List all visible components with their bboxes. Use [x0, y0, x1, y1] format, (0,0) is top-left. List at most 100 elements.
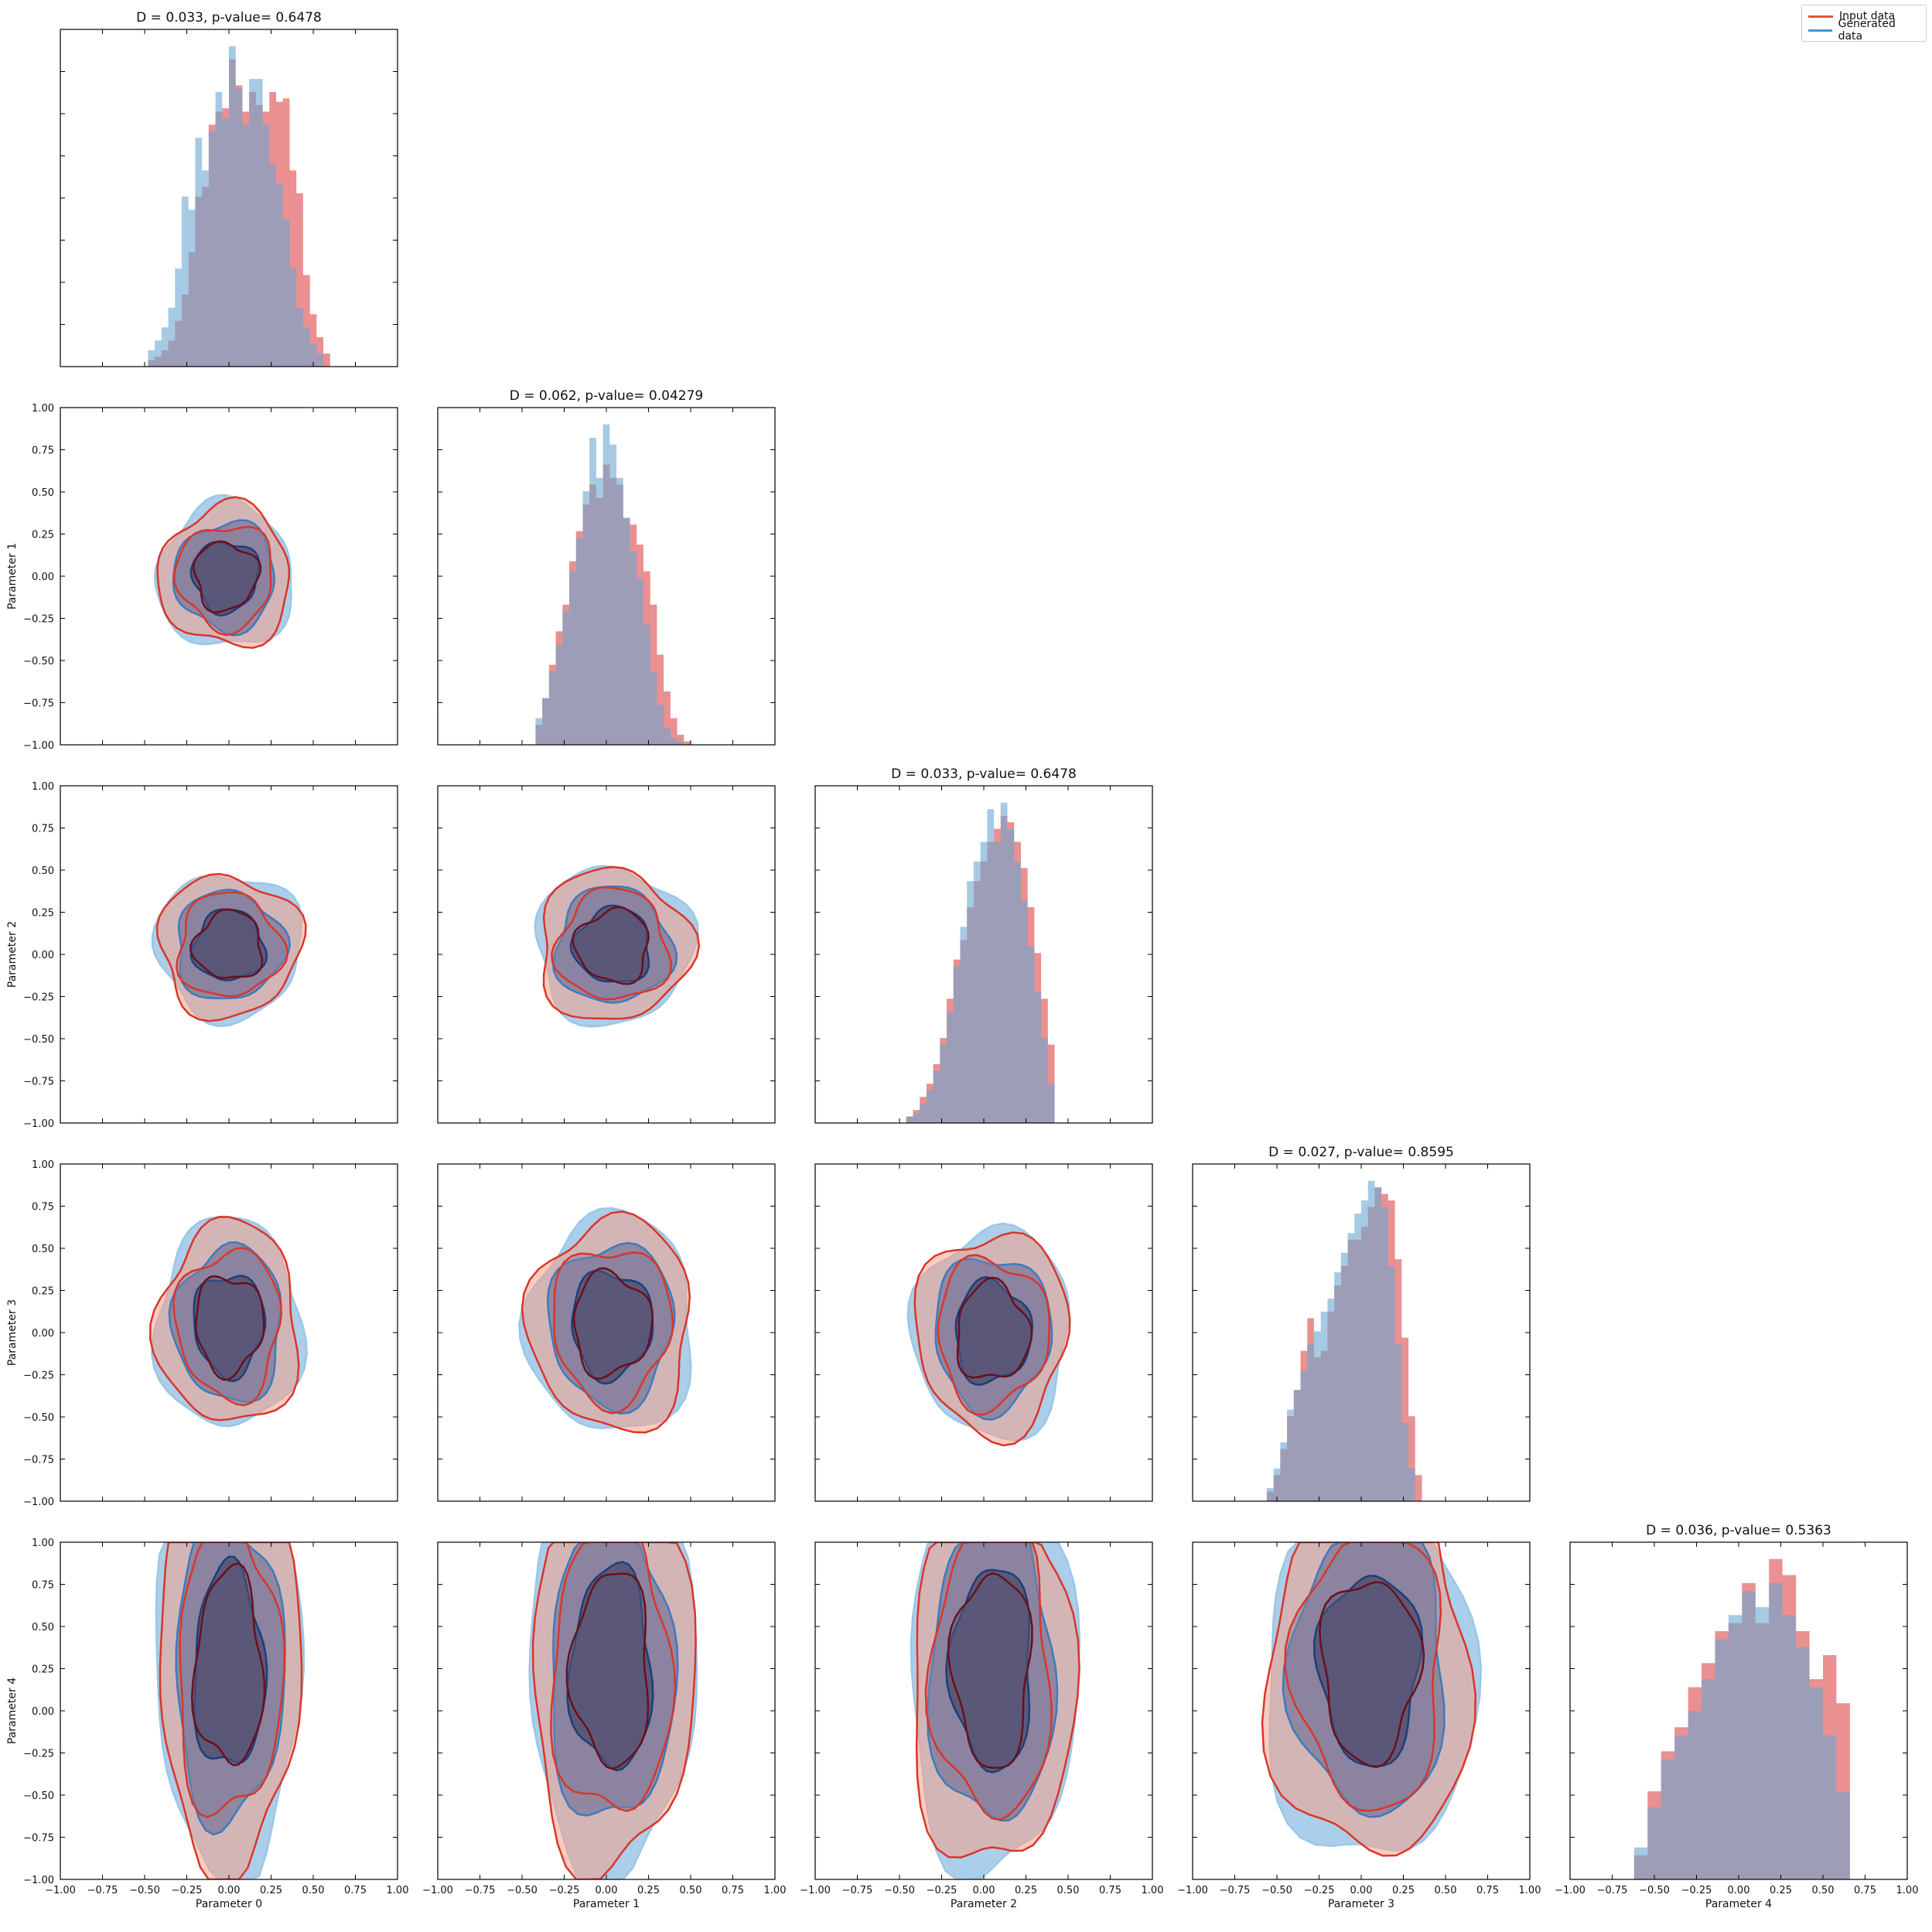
panel-r4-c2 [814, 1541, 1153, 1880]
panel-title-0: D = 0.033, p-value= 0.6478 [136, 10, 322, 26]
xtick-label-c0-3: −0.25 [172, 1885, 203, 1896]
xtick-label-c0-8: 1.00 [387, 1885, 409, 1896]
panel-r1-c1 [437, 407, 776, 746]
xtick-label-c4-3: −0.25 [1681, 1885, 1712, 1896]
xtick-label-c3-0: −1.00 [1177, 1885, 1208, 1896]
legend-swatch-generated [1808, 29, 1832, 32]
xtick-label-c1-6: 0.50 [680, 1885, 702, 1896]
ytick-label-r4-7: 0.75 [32, 1580, 54, 1592]
xlabel-1: Parameter 1 [573, 1898, 640, 1910]
ylabel-1: Parameter 1 [6, 543, 19, 609]
panel-r4-c0 [60, 1541, 398, 1880]
panel-r2-c1 [437, 785, 776, 1124]
ytick-label-r2-0: −1.00 [23, 1118, 54, 1130]
ytick-label-r2-7: 0.75 [32, 824, 54, 835]
xtick-label-c1-7: 0.75 [722, 1885, 744, 1896]
legend-entry-generated: Generated data [1808, 18, 1920, 43]
ylabel-3: Parameter 3 [6, 1299, 19, 1366]
hist-generated-1 [535, 424, 684, 745]
hist-generated-0 [148, 46, 324, 367]
xtick-label-c2-1: −0.75 [842, 1885, 873, 1896]
legend-label-generated: Generated data [1838, 18, 1896, 43]
hist-generated-4 [1633, 1582, 1850, 1879]
ytick-label-r1-3: −0.25 [23, 614, 54, 626]
ytick-label-r4-0: −1.00 [23, 1875, 54, 1886]
ytick-label-r3-8: 1.00 [32, 1159, 54, 1171]
panel-r4-c1 [437, 1541, 776, 1880]
xtick-label-c1-8: 1.00 [764, 1885, 787, 1896]
contour-input-inner-r3-c1 [572, 1267, 654, 1380]
xtick-label-c0-5: 0.25 [260, 1885, 282, 1896]
panel-r1-c0 [60, 407, 398, 746]
ytick-label-r2-4: 0.00 [32, 950, 54, 961]
panel-title-2: D = 0.033, p-value= 0.6478 [891, 766, 1077, 782]
ytick-label-r3-7: 0.75 [32, 1202, 54, 1213]
xtick-label-c1-4: 0.00 [596, 1885, 618, 1896]
xtick-label-c3-8: 1.00 [1519, 1885, 1541, 1896]
xtick-label-c3-7: 0.75 [1476, 1885, 1499, 1896]
contour-input-inner-r3-c0 [195, 1275, 265, 1381]
ytick-label-r3-5: 0.25 [32, 1286, 54, 1298]
xtick-label-c0-0: −1.00 [45, 1885, 76, 1896]
xtick-label-c0-1: −0.75 [87, 1885, 118, 1896]
ytick-label-r1-8: 1.00 [32, 403, 54, 415]
ytick-label-r4-2: −0.50 [23, 1790, 54, 1802]
contour-input-inner-r2-c0 [189, 908, 264, 979]
contour-input-inner-r4-c1 [565, 1572, 650, 1770]
ytick-label-r2-1: −0.75 [23, 1077, 54, 1088]
xtick-label-c4-1: −0.75 [1597, 1885, 1628, 1896]
ytick-label-r2-8: 1.00 [32, 781, 54, 793]
panel-r4-c4 [1569, 1541, 1908, 1880]
panel-title-1: D = 0.062, p-value= 0.04279 [510, 388, 703, 404]
ylabel-2: Parameter 2 [6, 921, 19, 988]
xtick-label-c0-4: 0.00 [218, 1885, 241, 1896]
xtick-label-c4-8: 1.00 [1896, 1885, 1919, 1896]
xtick-label-c4-2: −0.50 [1639, 1885, 1670, 1896]
xtick-label-c0-6: 0.50 [302, 1885, 325, 1896]
panel-r3-c0 [60, 1163, 398, 1502]
xtick-label-c3-5: 0.25 [1392, 1885, 1415, 1896]
xtick-label-c1-0: −1.00 [422, 1885, 453, 1896]
xtick-label-c2-6: 0.50 [1057, 1885, 1080, 1896]
ytick-label-r1-4: 0.00 [32, 572, 54, 583]
xtick-label-c0-2: −0.50 [129, 1885, 160, 1896]
xtick-label-c2-5: 0.25 [1015, 1885, 1037, 1896]
xtick-label-c1-2: −0.50 [507, 1885, 538, 1896]
xtick-label-c3-1: −0.75 [1220, 1885, 1251, 1896]
ytick-label-r1-6: 0.50 [32, 487, 54, 499]
panel-title-4: D = 0.036, p-value= 0.5363 [1646, 1523, 1831, 1538]
ytick-label-r3-0: −1.00 [23, 1497, 54, 1508]
panel-r4-c3 [1192, 1541, 1531, 1880]
ytick-label-r1-7: 0.75 [32, 445, 54, 457]
ytick-label-r3-6: 0.50 [32, 1244, 54, 1255]
xlabel-0: Parameter 0 [196, 1898, 262, 1910]
xlabel-3: Parameter 3 [1328, 1898, 1394, 1910]
legend: Input data Generated data [1801, 5, 1927, 43]
xtick-label-c2-7: 0.75 [1099, 1885, 1121, 1896]
ytick-label-r3-2: −0.50 [23, 1412, 54, 1424]
xtick-label-c4-5: 0.25 [1770, 1885, 1792, 1896]
xtick-label-c4-0: −1.00 [1555, 1885, 1586, 1896]
xtick-label-c0-7: 0.75 [344, 1885, 367, 1896]
ytick-label-r2-6: 0.50 [32, 865, 54, 877]
legend-label-input: Input data [1839, 10, 1896, 22]
ytick-label-r4-1: −0.75 [23, 1833, 54, 1845]
panel-r0-c0 [60, 29, 398, 367]
ytick-label-r1-5: 0.25 [32, 530, 54, 541]
xtick-label-c3-2: −0.50 [1261, 1885, 1292, 1896]
ytick-label-r2-5: 0.25 [32, 908, 54, 920]
panel-r2-c0 [60, 785, 398, 1124]
contour-input-inner-r2-c1 [572, 906, 650, 985]
panel-r2-c2 [814, 785, 1153, 1124]
ytick-label-r2-3: −0.25 [23, 992, 54, 1004]
contour-input-inner-r4-c3 [1319, 1581, 1425, 1768]
contour-input-inner-r3-c2 [956, 1276, 1033, 1379]
xlabel-2: Parameter 2 [951, 1898, 1017, 1910]
xtick-label-c2-4: 0.00 [973, 1885, 995, 1896]
xtick-label-c1-1: −0.75 [465, 1885, 496, 1896]
contour-input-inner-r1-c0 [192, 540, 262, 613]
xtick-label-c2-8: 1.00 [1142, 1885, 1164, 1896]
xtick-label-c3-4: 0.00 [1350, 1885, 1373, 1896]
ylabel-4: Parameter 4 [6, 1678, 19, 1744]
